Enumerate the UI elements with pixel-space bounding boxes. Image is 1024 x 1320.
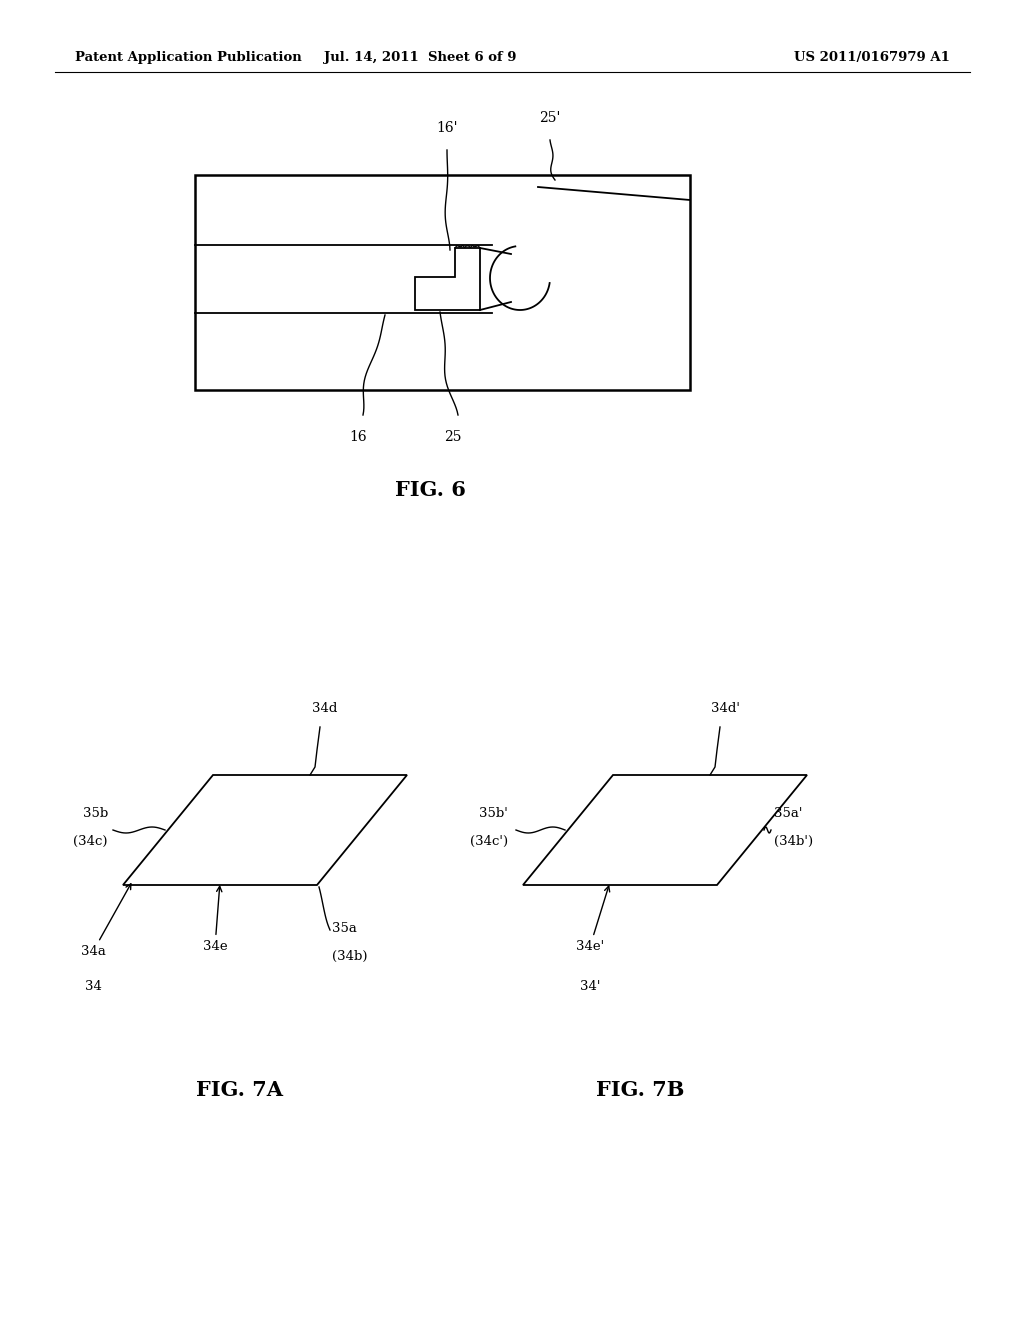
Text: 34e': 34e' [575,886,609,953]
Text: Jul. 14, 2011  Sheet 6 of 9: Jul. 14, 2011 Sheet 6 of 9 [324,51,516,65]
Text: (34b): (34b) [332,935,368,964]
Text: 25': 25' [540,111,561,125]
Text: 34a: 34a [81,884,131,958]
Text: 34: 34 [85,979,101,993]
Text: (34b'): (34b') [774,820,813,847]
Polygon shape [523,775,807,884]
Text: 25: 25 [444,430,462,444]
Text: 35b': 35b' [479,807,508,820]
Text: Patent Application Publication: Patent Application Publication [75,51,302,65]
Text: FIG. 7B: FIG. 7B [596,1080,684,1100]
Text: US 2011/0167979 A1: US 2011/0167979 A1 [795,51,950,65]
Text: FIG. 7A: FIG. 7A [197,1080,284,1100]
Text: (34c'): (34c') [470,820,508,847]
Text: 16: 16 [349,430,367,444]
Text: FIG. 6: FIG. 6 [394,480,466,500]
Text: 34e: 34e [203,886,227,953]
Text: 34d: 34d [312,702,338,715]
Text: 34': 34' [580,979,600,993]
Text: 35a: 35a [332,921,357,935]
Polygon shape [123,775,407,884]
Text: 35a': 35a' [774,807,803,820]
Bar [195,176,690,389]
Text: (34c): (34c) [74,820,108,847]
Text: 35b: 35b [83,807,108,820]
Text: 34d': 34d' [711,702,739,715]
Polygon shape [415,248,480,310]
Text: 16': 16' [436,121,458,135]
